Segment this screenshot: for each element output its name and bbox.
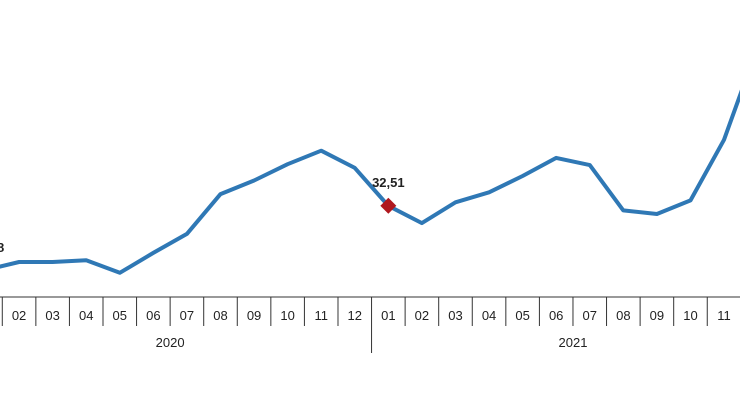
x-tick-label: 03 [448, 308, 462, 323]
data-point [588, 163, 592, 167]
data-point [185, 232, 189, 236]
series-line-layer [0, 89, 740, 275]
x-tick-label: 02 [12, 308, 26, 323]
x-tick-label: 07 [583, 308, 597, 323]
x-tick-label: 02 [415, 308, 429, 323]
x-tick-label: 11 [314, 308, 328, 323]
data-point [688, 198, 692, 202]
data-point [218, 192, 222, 196]
data-point [420, 221, 424, 225]
data-point [286, 162, 290, 166]
series-line [0, 89, 740, 275]
data-point [554, 156, 558, 160]
data-point [51, 260, 55, 264]
x-tick-label: 03 [45, 308, 59, 323]
data-point [118, 271, 122, 275]
x-tick-label: 10 [280, 308, 294, 323]
x-axis: 02 03 04 05 06 07 08 09 10 11 12 01 02 03 04 05 06 07 08 09… [0, 296, 740, 353]
x-tick-label: 11 [717, 308, 731, 323]
x-tick-label: 05 [515, 308, 529, 323]
x-tick-label: 10 [683, 308, 697, 323]
data-label-partial: 8 [0, 240, 4, 255]
data-point [521, 174, 525, 178]
data-point [453, 200, 457, 204]
data-point [722, 138, 726, 142]
x-tick-label: 07 [180, 308, 194, 323]
highlight-marker [380, 197, 397, 214]
x-tick-label: 09 [650, 308, 664, 323]
x-tick-label: 08 [213, 308, 227, 323]
x-tick-label: 09 [247, 308, 261, 323]
data-point [621, 208, 625, 212]
highlight-value-label: 32,51 [372, 175, 405, 190]
data-point [84, 258, 88, 262]
data-point [252, 179, 256, 183]
year-label: 2020 [156, 335, 185, 350]
data-point [17, 260, 21, 264]
data-point [319, 149, 323, 153]
x-tick-label: 12 [348, 308, 362, 323]
x-tick-label: 05 [113, 308, 127, 323]
x-tick-label: 06 [146, 308, 160, 323]
x-tick-label: 04 [482, 308, 496, 323]
x-tick-label: 08 [616, 308, 630, 323]
data-point [655, 212, 659, 216]
highlight-layer: 832,51 [0, 175, 405, 255]
x-tick-label: 06 [549, 308, 563, 323]
year-label: 2021 [559, 335, 588, 350]
data-point [487, 190, 491, 194]
x-tick-label: 01 [381, 308, 395, 323]
data-point [353, 166, 357, 170]
x-tick-label: 04 [79, 308, 93, 323]
data-point [151, 251, 155, 255]
